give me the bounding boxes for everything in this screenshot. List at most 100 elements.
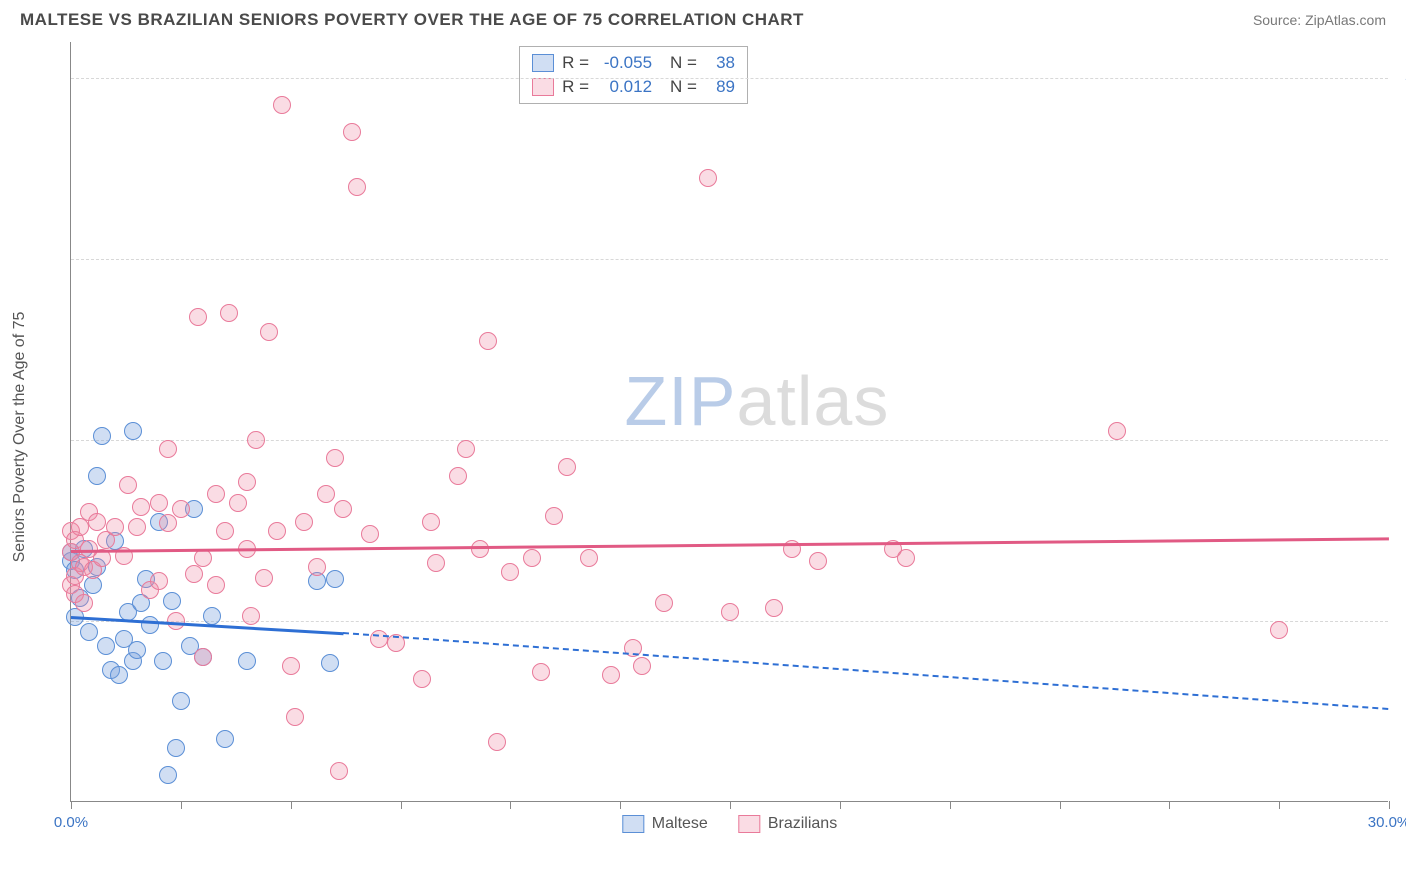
data-point bbox=[471, 540, 489, 558]
data-point bbox=[163, 592, 181, 610]
data-point bbox=[765, 599, 783, 617]
data-point bbox=[268, 522, 286, 540]
legend-swatch bbox=[622, 815, 644, 833]
source-name: ZipAtlas.com bbox=[1305, 12, 1386, 28]
y-tick-label: 30.0% bbox=[1393, 251, 1406, 268]
data-point bbox=[238, 652, 256, 670]
x-tick bbox=[730, 801, 731, 809]
data-point bbox=[154, 652, 172, 670]
stat-n-label: N = bbox=[670, 77, 697, 97]
y-tick-label: 20.0% bbox=[1393, 432, 1406, 449]
data-point bbox=[523, 549, 541, 567]
data-point bbox=[282, 657, 300, 675]
legend-label: Maltese bbox=[652, 815, 708, 833]
data-point bbox=[150, 494, 168, 512]
source-attribution: Source: ZipAtlas.com bbox=[1253, 12, 1386, 28]
data-point bbox=[317, 485, 335, 503]
data-point bbox=[106, 518, 124, 536]
data-point bbox=[167, 739, 185, 757]
data-point bbox=[159, 514, 177, 532]
data-point bbox=[479, 332, 497, 350]
data-point bbox=[413, 670, 431, 688]
legend-swatch bbox=[532, 78, 554, 96]
data-point bbox=[532, 663, 550, 681]
data-point bbox=[308, 558, 326, 576]
data-point bbox=[449, 467, 467, 485]
data-point bbox=[159, 766, 177, 784]
data-point bbox=[348, 178, 366, 196]
data-point bbox=[172, 500, 190, 518]
data-point bbox=[247, 431, 265, 449]
data-point bbox=[501, 563, 519, 581]
data-point bbox=[1108, 422, 1126, 440]
data-point bbox=[220, 304, 238, 322]
data-point bbox=[124, 422, 142, 440]
data-point bbox=[273, 96, 291, 114]
data-point bbox=[189, 308, 207, 326]
stat-n-value: 38 bbox=[705, 53, 735, 73]
data-point bbox=[238, 473, 256, 491]
gridline bbox=[71, 78, 1388, 79]
stat-r-value: -0.055 bbox=[597, 53, 652, 73]
x-tick bbox=[950, 801, 951, 809]
y-axis-title: Seniors Poverty Over the Age of 75 bbox=[11, 312, 29, 563]
data-point bbox=[110, 666, 128, 684]
data-point bbox=[75, 594, 93, 612]
header: MALTESE VS BRAZILIAN SENIORS POVERTY OVE… bbox=[0, 0, 1406, 30]
data-point bbox=[330, 762, 348, 780]
data-point bbox=[699, 169, 717, 187]
legend-item: Brazilians bbox=[738, 815, 837, 833]
data-point bbox=[185, 565, 203, 583]
plot-area: ZIPatlas R =-0.055N =38R =0.012N =89 Mal… bbox=[70, 42, 1388, 802]
gridline bbox=[71, 259, 1388, 260]
x-tick bbox=[1389, 801, 1390, 809]
legend-swatch bbox=[738, 815, 760, 833]
trend-line bbox=[343, 632, 1389, 710]
data-point bbox=[88, 467, 106, 485]
watermark: ZIPatlas bbox=[625, 361, 890, 441]
x-tick bbox=[840, 801, 841, 809]
gridline bbox=[71, 440, 1388, 441]
data-point bbox=[172, 692, 190, 710]
data-point bbox=[80, 623, 98, 641]
data-point bbox=[545, 507, 563, 525]
data-point bbox=[361, 525, 379, 543]
x-tick bbox=[620, 801, 621, 809]
data-point bbox=[580, 549, 598, 567]
data-point bbox=[216, 522, 234, 540]
data-point bbox=[897, 549, 915, 567]
x-tick bbox=[1279, 801, 1280, 809]
data-point bbox=[229, 494, 247, 512]
legend-label: Brazilians bbox=[768, 815, 837, 833]
data-point bbox=[295, 513, 313, 531]
data-point bbox=[119, 476, 137, 494]
data-point bbox=[326, 570, 344, 588]
x-tick bbox=[71, 801, 72, 809]
data-point bbox=[128, 518, 146, 536]
stat-n-value: 89 bbox=[705, 77, 735, 97]
x-tick bbox=[291, 801, 292, 809]
data-point bbox=[132, 498, 150, 516]
data-point bbox=[427, 554, 445, 572]
x-tick-label: 0.0% bbox=[54, 814, 88, 831]
watermark-zip: ZIP bbox=[625, 362, 737, 440]
data-point bbox=[809, 552, 827, 570]
data-point bbox=[88, 513, 106, 531]
stat-r-label: R = bbox=[562, 53, 589, 73]
gridline bbox=[71, 621, 1388, 622]
data-point bbox=[286, 708, 304, 726]
data-point bbox=[370, 630, 388, 648]
data-point bbox=[1270, 621, 1288, 639]
stat-legend-row: R = -0.055 N = 38 bbox=[532, 53, 735, 73]
data-point bbox=[457, 440, 475, 458]
data-point bbox=[655, 594, 673, 612]
data-point bbox=[150, 572, 168, 590]
stat-n-label: N = bbox=[670, 53, 697, 73]
data-point bbox=[255, 569, 273, 587]
data-point bbox=[216, 730, 234, 748]
data-point bbox=[422, 513, 440, 531]
data-point bbox=[334, 500, 352, 518]
chart-title: MALTESE VS BRAZILIAN SENIORS POVERTY OVE… bbox=[20, 10, 804, 30]
source-prefix: Source: bbox=[1253, 12, 1305, 28]
y-tick-label: 40.0% bbox=[1393, 70, 1406, 87]
